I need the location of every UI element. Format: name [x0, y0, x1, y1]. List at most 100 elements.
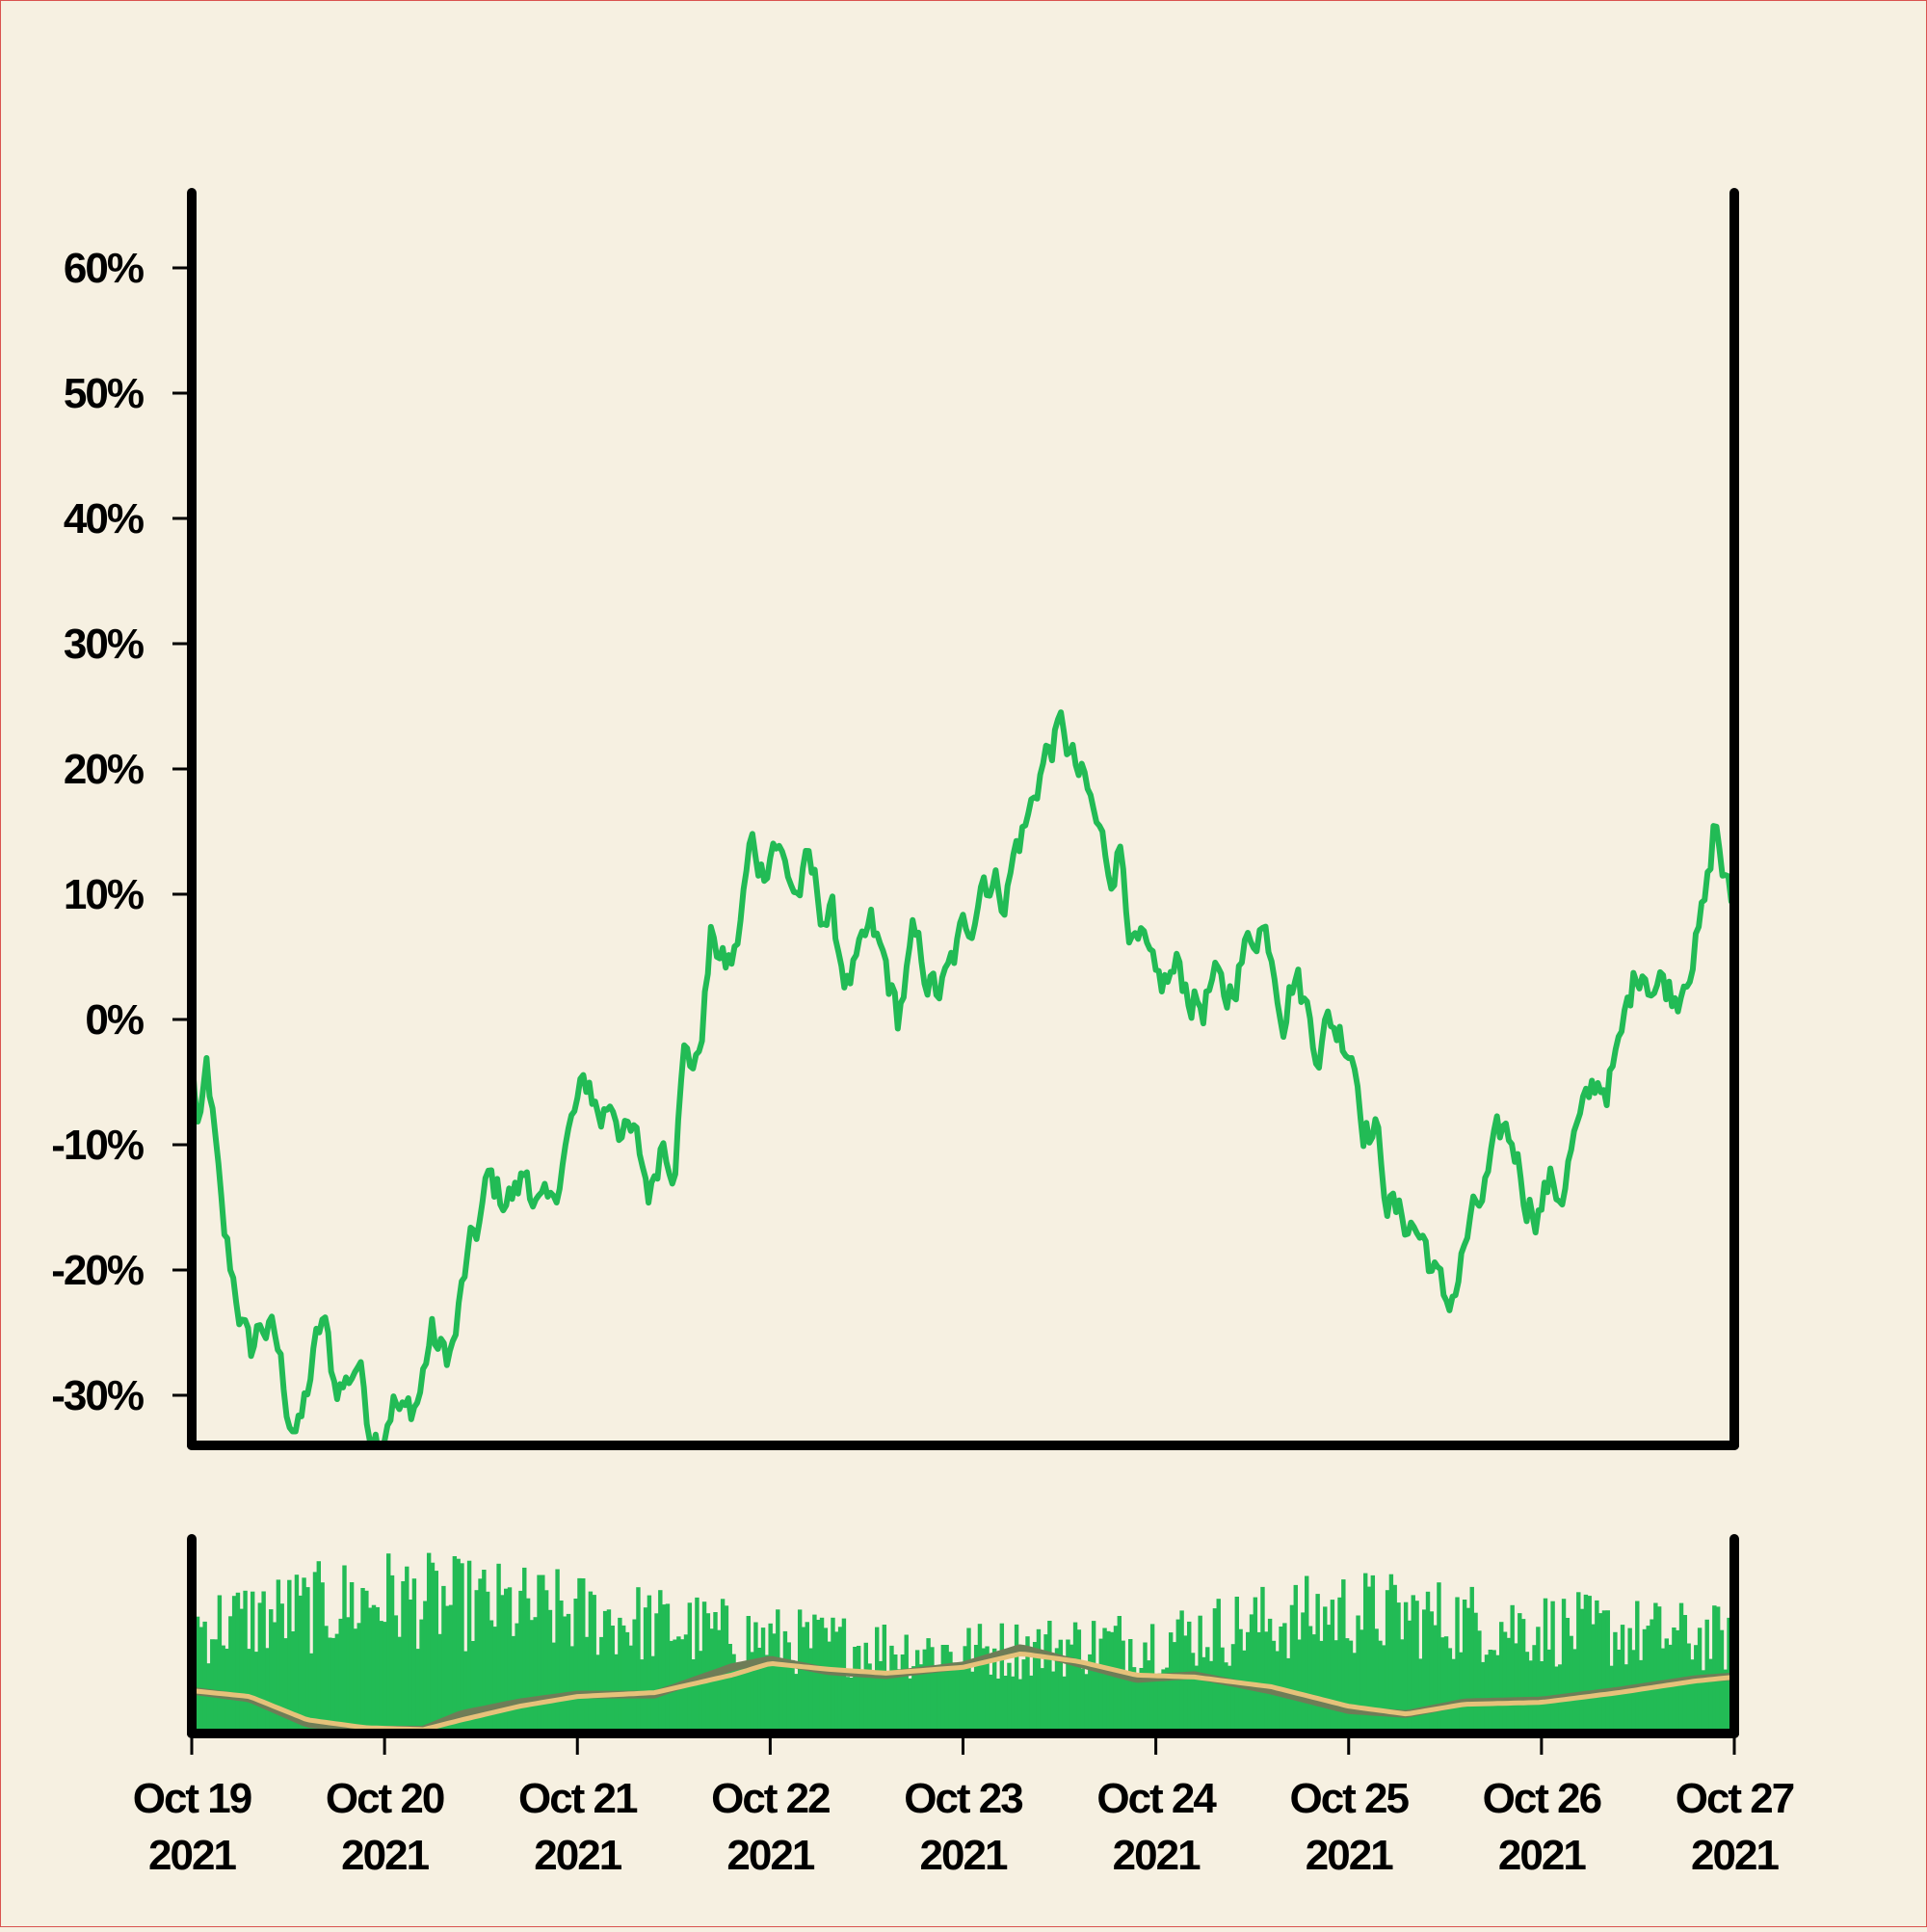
volume-bar: [1025, 1636, 1030, 1734]
volume-bar: [1403, 1601, 1409, 1734]
volume-bar: [541, 1575, 545, 1734]
volume-bar: [643, 1607, 648, 1734]
volume-bar: [797, 1609, 803, 1734]
volume-bar: [955, 1665, 961, 1734]
volume-bar: [1135, 1674, 1141, 1734]
volume-bar: [871, 1671, 876, 1734]
volume-bar: [529, 1620, 535, 1734]
volume-bar: [1341, 1579, 1346, 1734]
volume-bar: [334, 1633, 340, 1734]
volume-bar: [430, 1562, 436, 1734]
volume-bar: [1069, 1644, 1074, 1734]
volume-bar: [1378, 1640, 1383, 1734]
volume-bar: [1620, 1625, 1625, 1734]
volume-bar: [1098, 1638, 1103, 1734]
volume-bar: [324, 1626, 329, 1734]
volume-bar: [1488, 1650, 1493, 1734]
volume-bar: [808, 1648, 813, 1734]
volume-bar: [1062, 1676, 1067, 1734]
volume-bar: [1359, 1629, 1364, 1734]
volume-bar: [1305, 1575, 1309, 1734]
volume-bar: [849, 1678, 854, 1734]
volume-bar: [1344, 1638, 1350, 1734]
volume-bar: [1447, 1648, 1453, 1734]
volume-bar: [963, 1646, 967, 1734]
volume-bar: [559, 1601, 564, 1734]
volume-bar: [1282, 1623, 1287, 1734]
volume-bar: [772, 1633, 777, 1734]
volume-bar: [511, 1635, 516, 1734]
volume-bar: [496, 1563, 501, 1734]
volume-bar: [426, 1552, 432, 1734]
volume-bar: [1499, 1622, 1504, 1734]
volume-bar: [636, 1587, 641, 1734]
volume-bar: [397, 1636, 402, 1734]
volume-bar: [1469, 1586, 1474, 1734]
volume-bar: [1212, 1608, 1218, 1734]
volume-bar: [1502, 1631, 1508, 1734]
x-tick-label-date: Oct 25: [1289, 1775, 1409, 1822]
volume-bar: [349, 1582, 355, 1734]
volume-bar: [1124, 1673, 1129, 1734]
volume-bar: [1583, 1594, 1589, 1734]
volume-bar: [386, 1553, 391, 1734]
x-tick-label-year: 2021: [148, 1832, 236, 1879]
volume-bar: [1356, 1615, 1360, 1734]
volume-bar: [1352, 1653, 1357, 1734]
volume-bar: [1370, 1575, 1376, 1734]
volume-bar: [308, 1653, 314, 1734]
volume-bar: [1260, 1586, 1265, 1734]
volume-bar: [908, 1678, 912, 1734]
volume-bar: [1337, 1597, 1342, 1734]
volume-bar: [283, 1638, 288, 1734]
y-tick-label: 0%: [85, 996, 143, 1044]
volume-bar: [247, 1649, 251, 1734]
volume-bar: [1480, 1661, 1486, 1734]
volume-bar: [272, 1622, 277, 1734]
x-tick-label-year: 2021: [534, 1832, 621, 1879]
volume-bar: [1121, 1640, 1125, 1734]
volume-bar: [1315, 1594, 1320, 1734]
volume-bar: [445, 1605, 450, 1734]
volume-bar: [977, 1624, 983, 1734]
volume-bar: [1297, 1639, 1302, 1734]
volume-bar: [966, 1628, 971, 1734]
volume-bar: [878, 1660, 884, 1734]
volume-bar: [1183, 1635, 1188, 1734]
volume-bar: [827, 1641, 832, 1734]
volume-bar: [746, 1616, 752, 1734]
volume-bar: [375, 1606, 381, 1734]
volume-bar: [1036, 1628, 1042, 1734]
volume-bar: [934, 1670, 938, 1734]
volume-bar: [401, 1581, 406, 1734]
volume-bar: [1418, 1658, 1423, 1734]
volume-bar: [543, 1590, 549, 1734]
volume-bar: [776, 1609, 780, 1734]
volume-bar: [415, 1649, 420, 1734]
volume-bar: [389, 1575, 395, 1734]
volume-bar: [812, 1614, 817, 1734]
volume-bar: [202, 1621, 207, 1734]
volume-bar: [581, 1578, 586, 1734]
volume-bar: [1532, 1645, 1537, 1734]
volume-bar: [1701, 1670, 1706, 1734]
volume-bar: [658, 1590, 663, 1734]
volume-bar: [518, 1590, 523, 1734]
volume-bar: [654, 1613, 659, 1734]
volume-bar: [952, 1662, 957, 1734]
volume-bar: [1518, 1613, 1522, 1734]
price-line: [192, 709, 1734, 1445]
volume-bar: [944, 1645, 949, 1734]
volume-bar: [470, 1641, 476, 1734]
volume-bar: [1653, 1602, 1658, 1734]
volume-bar: [584, 1636, 590, 1734]
volume-bar: [504, 1588, 509, 1734]
volume-bar: [1719, 1629, 1725, 1734]
volume-bar: [738, 1666, 744, 1734]
y-tick-label: 20%: [64, 746, 144, 793]
volume-bar: [801, 1627, 806, 1734]
volume-bar: [547, 1609, 553, 1734]
volume-bar: [1595, 1600, 1599, 1734]
x-tick-label-year: 2021: [1691, 1832, 1779, 1879]
volume-bar: [1363, 1573, 1368, 1734]
